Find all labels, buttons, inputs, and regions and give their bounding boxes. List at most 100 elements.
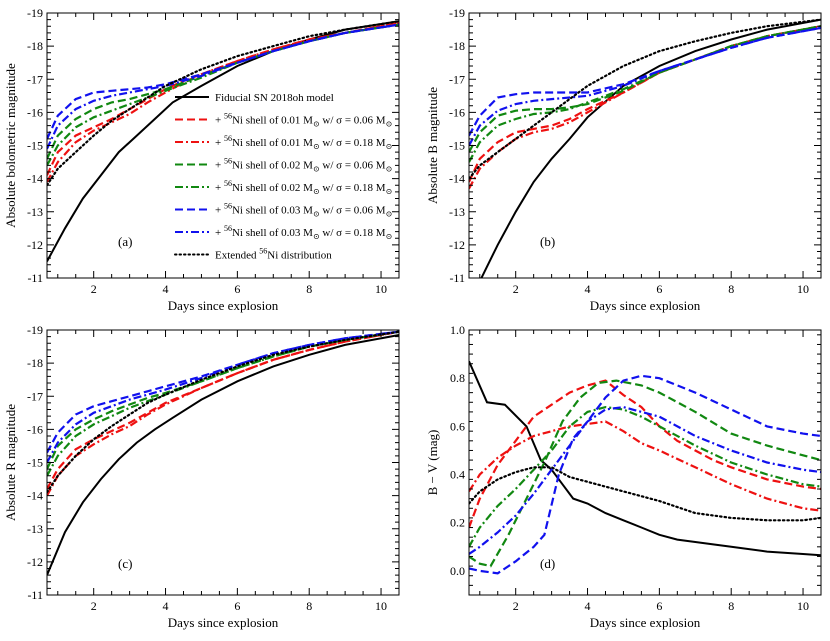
y-tick-label: -16 <box>449 105 465 119</box>
series-line-1 <box>469 360 821 557</box>
series-line-3 <box>469 420 821 512</box>
y-tick-label: -13 <box>27 205 43 219</box>
series-line-7 <box>469 26 821 147</box>
legend-label: Extended 56Ni distribution <box>215 247 332 262</box>
x-axis-label: Days since explosion <box>590 298 701 313</box>
panel-a-bolometric: 2 4 6 8 10 -11 -12 -13 -14 -15 -16 -17 -18 -19 Days si… <box>3 6 400 313</box>
x-tick-label: 6 <box>656 282 662 296</box>
y-tick-label: -18 <box>27 39 43 53</box>
y-tick-label: -19 <box>27 323 43 337</box>
y-axis-label: B − V (mag) <box>425 430 440 496</box>
y-tick-label: -15 <box>449 139 465 153</box>
series-line-8 <box>469 18 821 180</box>
series-line-5 <box>47 23 399 166</box>
y-tick-label: -14 <box>449 172 465 186</box>
y-tick-label: 0.0 <box>450 564 465 578</box>
y-axis-label: Absolute R magnitude <box>3 404 18 521</box>
y-tick-label: -18 <box>449 39 465 53</box>
series-line-6 <box>469 374 821 575</box>
y-tick-label: 0.8 <box>450 371 465 385</box>
x-axis-label: Days since explosion <box>168 298 279 313</box>
series-line-6 <box>47 23 399 140</box>
y-tick-label: -15 <box>27 139 43 153</box>
y-axis-label: Absolute bolometric magnitude <box>3 63 18 228</box>
legend: Fiducial SN 2018oh model + 56Ni shell of … <box>174 92 392 262</box>
panel-label: (c) <box>118 556 132 571</box>
x-axis-label: Days since explosion <box>590 615 701 630</box>
x-tick-label: 10 <box>375 282 387 296</box>
plot-frame <box>468 329 822 596</box>
y-tick-label: -17 <box>27 389 43 403</box>
x-tick-label: 8 <box>728 599 734 613</box>
series-line-8 <box>47 330 399 494</box>
y-tick-label: -17 <box>27 72 43 86</box>
y-tick-label: -16 <box>27 105 43 119</box>
y-tick-label: -13 <box>449 205 465 219</box>
x-tick-label: 2 <box>91 282 97 296</box>
y-tick-label: -19 <box>449 6 465 20</box>
y-tick-label: 0.6 <box>450 419 465 433</box>
x-tick-label: 6 <box>234 282 240 296</box>
series-line-1 <box>480 18 821 278</box>
legend-label: + 56Ni shell of 0.02 M⊙ w/ σ = 0.06 M⊙ <box>215 157 392 174</box>
panel-label: (d) <box>540 556 555 571</box>
series-line-2 <box>469 25 821 183</box>
y-tick-label: -12 <box>449 238 465 252</box>
series-line-8 <box>469 466 821 522</box>
x-tick-label: 10 <box>375 599 387 613</box>
y-tick-label: -18 <box>27 356 43 370</box>
x-tick-label: 2 <box>513 282 519 296</box>
series-line-3 <box>47 21 399 183</box>
y-tick-label: -16 <box>27 422 43 436</box>
y-tick-label: -15 <box>27 456 43 470</box>
x-tick-label: 2 <box>513 599 519 613</box>
series-line-3 <box>47 330 399 497</box>
series-line-5 <box>469 405 821 548</box>
series-line-7 <box>47 23 399 150</box>
x-tick-label: 8 <box>306 282 312 296</box>
y-tick-label: 0.2 <box>450 516 465 530</box>
legend-label: + 56Ni shell of 0.01 M⊙ w/ σ = 0.06 M⊙ <box>215 112 392 129</box>
x-tick-label: 6 <box>234 599 240 613</box>
panel-c-r-band: 2 4 6 8 10 -11 -12 -13 -14 -15 -16 -17 -18 -19 Days si… <box>3 323 400 630</box>
plot-frame <box>46 329 400 596</box>
series-line-6 <box>47 330 399 454</box>
series-line-8 <box>47 20 399 187</box>
series-line-3 <box>469 25 821 190</box>
legend-label: Fiducial SN 2018oh model <box>215 92 334 104</box>
x-tick-label: 10 <box>797 599 809 613</box>
panel-b-b-band: 2 4 6 8 10 -11 -12 -13 -14 -15 -16 -17 -18 -19 Days si… <box>425 6 822 313</box>
y-tick-label: -12 <box>27 238 43 252</box>
series-line-7 <box>47 330 399 464</box>
y-tick-label: -12 <box>27 555 43 569</box>
legend-label: + 56Ni shell of 0.03 M⊙ w/ σ = 0.18 M⊙ <box>215 224 392 241</box>
y-axis-label: Absolute B magnitude <box>425 87 440 204</box>
series-line-4 <box>469 379 821 568</box>
y-tick-label: -14 <box>27 172 43 186</box>
x-axis-label: Days since explosion <box>168 615 279 630</box>
legend-label: + 56Ni shell of 0.03 M⊙ w/ σ = 0.06 M⊙ <box>215 202 392 219</box>
x-tick-label: 6 <box>656 599 662 613</box>
x-tick-label: 8 <box>728 282 734 296</box>
y-tick-label: -17 <box>449 72 465 86</box>
y-tick-label: -11 <box>27 588 43 602</box>
legend-label: + 56Ni shell of 0.02 M⊙ w/ σ = 0.18 M⊙ <box>215 179 392 196</box>
x-tick-label: 4 <box>163 282 169 296</box>
panel-label: (b) <box>540 234 555 249</box>
x-tick-label: 4 <box>585 599 591 613</box>
x-tick-label: 2 <box>91 599 97 613</box>
panel-label: (a) <box>118 234 132 249</box>
series-line-5 <box>469 25 821 163</box>
x-tick-label: 4 <box>163 599 169 613</box>
series-line-1 <box>47 334 399 576</box>
x-tick-label: 10 <box>797 282 809 296</box>
series-line-7 <box>469 405 821 555</box>
y-tick-label: -13 <box>27 522 43 536</box>
legend-label: + 56Ni shell of 0.01 M⊙ w/ σ = 0.18 M⊙ <box>215 134 392 151</box>
y-tick-label: -14 <box>27 489 43 503</box>
x-tick-label: 4 <box>585 282 591 296</box>
y-tick-label: -11 <box>27 271 43 285</box>
x-tick-label: 8 <box>306 599 312 613</box>
plot-frame <box>468 12 822 279</box>
